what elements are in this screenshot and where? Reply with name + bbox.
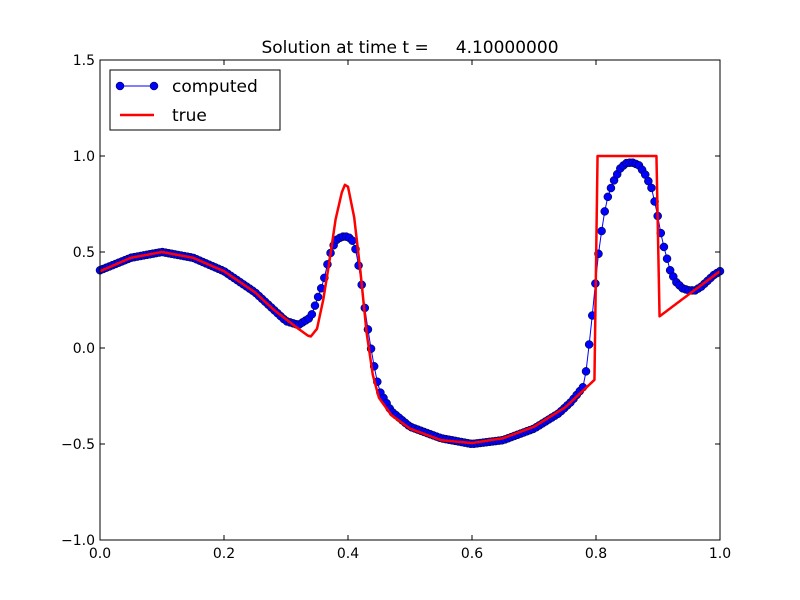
legend-box	[109, 69, 281, 131]
ticks-layer: 0.0 0.2 0.4 0.6 0.8 1.0 −1.0 −0.5 0.0 0.5 1.0 1.5	[61, 53, 731, 562]
computed-point	[606, 183, 616, 193]
x-tick-label: 0.2	[213, 546, 235, 562]
y-tick-label: −0.5	[61, 437, 95, 453]
x-tick-label: 0.8	[585, 546, 607, 562]
computed-point	[584, 340, 594, 349]
computed-point	[662, 254, 672, 263]
y-tick-label: 0.0	[73, 341, 95, 357]
computed-point	[581, 367, 591, 376]
plot-frame	[99, 59, 721, 541]
series-true-line	[99, 154, 721, 445]
y-tick-label: 0.5	[73, 245, 95, 261]
legend: computed true	[109, 69, 281, 131]
series-layer	[95, 154, 725, 449]
legend-label-true: true	[172, 106, 207, 126]
x-tick-label: 1.0	[709, 546, 731, 562]
legend-label-computed: computed	[172, 77, 258, 97]
computed-point	[597, 226, 606, 236]
plot-area	[100, 60, 720, 540]
x-tick-label: 0.6	[461, 546, 483, 562]
legend-computed-marker	[115, 81, 125, 91]
computed-point	[348, 236, 357, 245]
computed-point	[659, 242, 669, 252]
computed-point	[313, 292, 323, 302]
computed-point	[647, 183, 656, 193]
chart-title: Solution at time t = 4.10000000	[261, 38, 558, 58]
y-tick-label: 1.5	[73, 53, 95, 69]
x-tick-label: 0.0	[89, 546, 111, 562]
computed-point	[603, 192, 613, 202]
computed-point	[310, 301, 320, 310]
legend-computed-marker	[149, 81, 159, 91]
y-tick-label: 1.0	[73, 149, 95, 165]
computed-point	[307, 310, 317, 319]
y-tick-label: −1.0	[61, 533, 95, 549]
computed-point	[600, 207, 609, 216]
x-tick-label: 0.4	[337, 546, 359, 562]
